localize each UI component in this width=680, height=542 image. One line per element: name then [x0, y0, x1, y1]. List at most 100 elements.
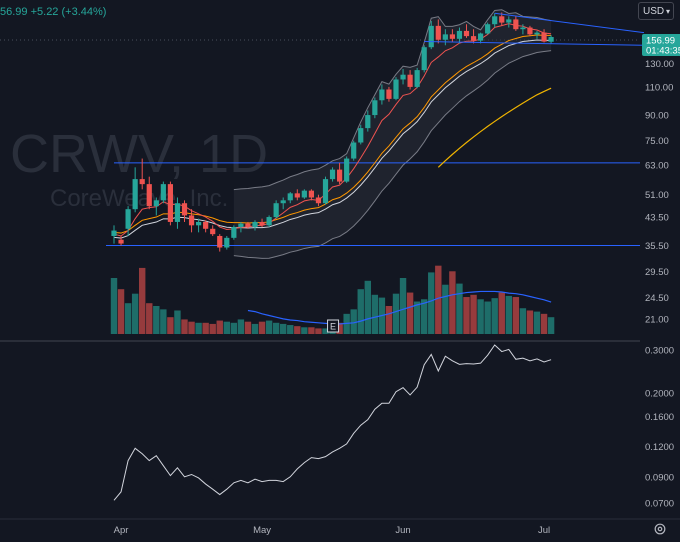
volume-bar: [301, 327, 308, 334]
volume-bar: [519, 308, 527, 334]
volume-bar: [244, 321, 252, 334]
volume-bar: [139, 267, 146, 334]
last-price-value: 156.99: [646, 36, 675, 47]
candle-body: [393, 79, 399, 99]
candle-body: [231, 227, 237, 238]
candle-body: [344, 158, 350, 182]
candle-body: [125, 209, 131, 229]
slow-moving-average-line: [437, 87, 552, 168]
candle-body: [238, 223, 244, 228]
candle-body: [245, 223, 251, 228]
candle-body: [485, 24, 491, 34]
price-axis-tick-label: 90.00: [645, 111, 669, 122]
volume-bar: [399, 278, 407, 334]
candle-body: [442, 34, 448, 40]
candle-body: [132, 179, 138, 210]
candle-body: [520, 27, 526, 30]
candle-body: [337, 169, 343, 182]
volume-bar: [209, 323, 216, 334]
volume-bar: [449, 271, 456, 334]
price-axis-tick-label: 29.50: [645, 267, 669, 278]
candles-layer: [111, 12, 554, 252]
grid-layer: [0, 39, 680, 520]
volume-bar: [181, 319, 188, 334]
header-price-readout: 56.99 +5.22 (+3.44%): [0, 6, 106, 18]
volume-bar: [512, 297, 520, 334]
bollinger-upper-line: [233, 9, 552, 191]
price-axis-tick-label: 21.00: [645, 315, 669, 326]
candle-body: [400, 74, 406, 80]
ratio-axis-tick-label: 0.3000: [645, 346, 674, 357]
volume-bar: [188, 321, 195, 334]
axes-layer: 130.00 110.00 90.00 75.00 63.00 51.00 43.50 35.…: [114, 34, 680, 536]
volume-bar: [322, 328, 329, 334]
price-axis-tick-label: 130.00: [645, 59, 674, 70]
volume-bar: [484, 301, 491, 334]
candle-body: [266, 217, 272, 226]
candle-body: [174, 203, 181, 222]
volume-bar: [463, 297, 470, 334]
candle-body: [188, 215, 195, 226]
ratio-axis-tick-label: 0.1200: [645, 442, 674, 453]
candle-body: [414, 70, 420, 87]
price-axis-tick-label: 51.00: [645, 190, 669, 201]
candle-body: [273, 203, 279, 218]
candle-body: [252, 221, 258, 228]
volume-bar: [336, 322, 343, 334]
header-change: +5.22: [30, 6, 59, 18]
ratio-axis-tick-label: 0.0900: [645, 472, 674, 483]
price-axis-tick-label: 63.00: [645, 161, 669, 172]
candle-body: [294, 193, 300, 198]
volume-moving-average-line: [247, 290, 552, 325]
volume-bar: [280, 323, 287, 334]
bar-countdown: 01:43:35: [646, 46, 680, 57]
volume-bar: [153, 306, 160, 334]
candle-body: [315, 197, 322, 204]
volume-bar: [110, 278, 118, 334]
volume-bar: [202, 322, 209, 334]
gear-icon[interactable]: [653, 522, 667, 536]
candle-body: [181, 203, 188, 216]
volume-bar: [195, 322, 202, 334]
candle-body: [224, 237, 230, 248]
candle-body: [301, 190, 307, 198]
volume-bar: [272, 322, 280, 334]
volume-bar: [287, 325, 294, 334]
candle-body: [329, 169, 336, 180]
time-axis-tick-label: May: [253, 525, 271, 536]
volume-bar: [413, 301, 421, 334]
volume-layer: E: [110, 265, 555, 334]
volume-bar: [315, 328, 322, 334]
candle-body: [548, 37, 554, 42]
volume-bar: [435, 265, 442, 334]
price-axis-tick-label: 43.50: [645, 213, 669, 224]
candle-body: [358, 128, 364, 143]
volume-bar: [167, 317, 174, 334]
candle-body: [167, 184, 173, 222]
price-axis-tick-label: 110.00: [645, 82, 673, 93]
header-price: 56.99: [0, 6, 28, 18]
volume-bar: [364, 280, 371, 334]
candle-body: [492, 16, 498, 25]
volume-bar: [371, 294, 379, 334]
candle-body: [506, 19, 512, 23]
candle-body: [160, 184, 166, 201]
ratio-pane: [113, 344, 552, 501]
volume-bar: [533, 311, 541, 334]
volume-bar: [216, 320, 223, 334]
bollinger-lower-line: [233, 50, 552, 259]
upper-trendline: [494, 12, 645, 34]
volume-bar: [421, 299, 428, 334]
candle-body: [470, 36, 477, 41]
currency-button[interactable]: USD ▾: [638, 2, 674, 20]
candle-body: [449, 34, 455, 39]
earnings-marker-label: E: [330, 322, 336, 332]
volume-bar: [442, 284, 449, 334]
volume-bar: [540, 313, 548, 334]
volume-bar: [477, 299, 484, 334]
candle-body: [463, 30, 470, 37]
candle-body: [153, 200, 159, 207]
volume-bar: [505, 295, 512, 334]
